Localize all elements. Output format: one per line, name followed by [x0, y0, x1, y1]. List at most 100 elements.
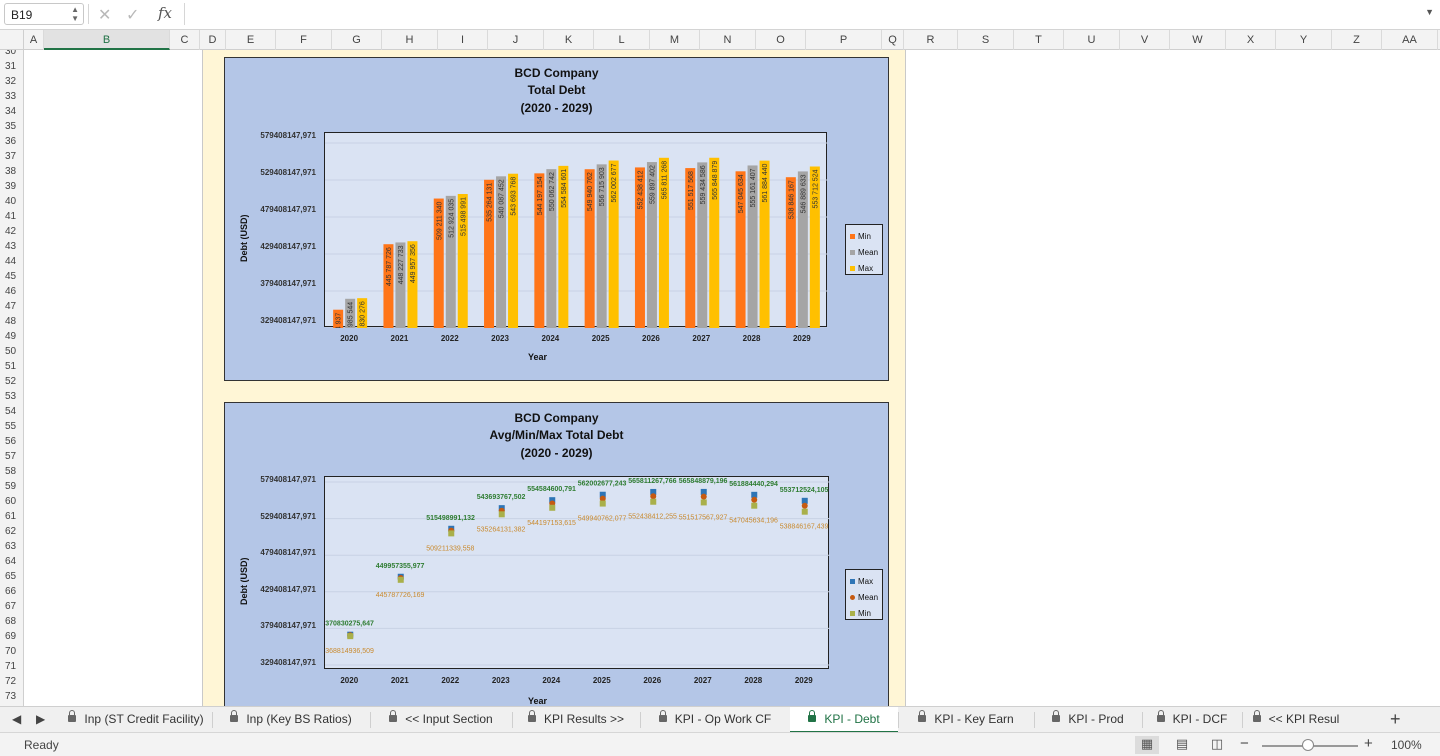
- column-header-v[interactable]: V: [1120, 30, 1170, 50]
- column-header-d[interactable]: D: [200, 30, 226, 50]
- bar-max[interactable]: [809, 166, 820, 328]
- marker-min[interactable]: [549, 504, 556, 511]
- marker-min[interactable]: [448, 530, 455, 537]
- sheet-tab-inp-key-bs-ratios[interactable]: Inp (Key BS Ratios): [212, 707, 370, 733]
- bar-min[interactable]: [333, 309, 344, 328]
- page-break-preview-icon[interactable]: ◫: [1210, 736, 1224, 751]
- row-header[interactable]: 59: [5, 481, 17, 492]
- row-header[interactable]: 56: [5, 436, 17, 447]
- bar-mean[interactable]: [496, 176, 507, 328]
- bar-mean[interactable]: [646, 162, 657, 328]
- column-header-x[interactable]: X: [1226, 30, 1276, 50]
- column-header-r[interactable]: R: [904, 30, 958, 50]
- bar-max[interactable]: [357, 298, 368, 328]
- worksheet-grid[interactable]: BCD Company Total Debt (2020 - 2029) Deb…: [24, 50, 1440, 706]
- marker-mean[interactable]: [801, 502, 808, 509]
- bar-min[interactable]: [685, 168, 696, 328]
- marker-max[interactable]: [549, 497, 556, 504]
- marker-min[interactable]: [397, 576, 404, 583]
- row-header[interactable]: 58: [5, 466, 17, 477]
- bar-max[interactable]: [658, 157, 669, 328]
- sheet-tab-inp-st-credit-facility[interactable]: Inp (ST Credit Facility): [60, 707, 212, 733]
- row-header[interactable]: 30: [5, 50, 17, 57]
- marker-max[interactable]: [700, 488, 707, 495]
- bar-min[interactable]: [634, 167, 645, 328]
- bar-mean[interactable]: [697, 162, 708, 328]
- bar-mean[interactable]: [546, 169, 557, 328]
- row-header[interactable]: 63: [5, 541, 17, 552]
- bar-max[interactable]: [558, 165, 569, 328]
- column-header-u[interactable]: U: [1064, 30, 1120, 50]
- row-header[interactable]: 71: [5, 661, 17, 672]
- row-header[interactable]: 47: [5, 301, 17, 312]
- column-header-aa[interactable]: AA: [1382, 30, 1438, 50]
- column-header-y[interactable]: Y: [1276, 30, 1332, 50]
- column-header-o[interactable]: O: [756, 30, 806, 50]
- marker-max[interactable]: [751, 491, 758, 498]
- zoom-out-icon[interactable]: −: [1240, 735, 1249, 752]
- row-header[interactable]: 36: [5, 136, 17, 147]
- sheet-tab-kpi-dcf[interactable]: KPI - DCF: [1142, 707, 1242, 733]
- column-header-h[interactable]: H: [382, 30, 438, 50]
- marker-min[interactable]: [650, 498, 657, 505]
- bar-min[interactable]: [383, 244, 394, 328]
- column-header-f[interactable]: F: [276, 30, 332, 50]
- row-header[interactable]: 53: [5, 391, 17, 402]
- row-header[interactable]: 66: [5, 586, 17, 597]
- column-header-i[interactable]: I: [438, 30, 488, 50]
- row-header[interactable]: 33: [5, 91, 17, 102]
- row-header[interactable]: 69: [5, 631, 17, 642]
- marker-min[interactable]: [347, 633, 354, 640]
- column-header-g[interactable]: G: [332, 30, 382, 50]
- column-header-b[interactable]: B: [44, 30, 170, 50]
- marker-min[interactable]: [751, 502, 758, 509]
- zoom-slider-thumb[interactable]: [1302, 739, 1314, 751]
- row-header[interactable]: 39: [5, 181, 17, 192]
- add-sheet-button[interactable]: +: [1390, 709, 1401, 729]
- row-header[interactable]: 60: [5, 496, 17, 507]
- insert-function-button[interactable]: fx: [158, 4, 173, 22]
- column-header-s[interactable]: S: [958, 30, 1014, 50]
- avg-min-max-debt-chart[interactable]: BCD Company Avg/Min/Max Total Debt (2020…: [224, 402, 889, 706]
- row-header[interactable]: 45: [5, 271, 17, 282]
- column-header-q[interactable]: Q: [882, 30, 904, 50]
- row-header[interactable]: 73: [5, 691, 17, 702]
- bar-mean[interactable]: [596, 164, 607, 328]
- sheet-tab-input-section[interactable]: << Input Section: [370, 707, 512, 733]
- row-header[interactable]: 31: [5, 61, 17, 72]
- sheet-tab-kpi-op-work-cf[interactable]: KPI - Op Work CF: [640, 707, 790, 733]
- bar-min[interactable]: [433, 198, 444, 328]
- marker-max[interactable]: [650, 488, 657, 495]
- column-header-w[interactable]: W: [1170, 30, 1226, 50]
- row-header[interactable]: 54: [5, 406, 17, 417]
- sheet-tab-kpi-debt[interactable]: KPI - Debt: [790, 707, 898, 733]
- row-header[interactable]: 37: [5, 151, 17, 162]
- row-header[interactable]: 68: [5, 616, 17, 627]
- row-header[interactable]: 43: [5, 241, 17, 252]
- column-header-k[interactable]: K: [544, 30, 594, 50]
- bar-max[interactable]: [608, 160, 619, 328]
- bar-max[interactable]: [759, 160, 770, 328]
- marker-mean[interactable]: [751, 496, 758, 503]
- zoom-in-icon[interactable]: +: [1364, 735, 1373, 752]
- select-all-corner[interactable]: [0, 30, 24, 50]
- column-header-m[interactable]: M: [650, 30, 700, 50]
- row-header[interactable]: 42: [5, 226, 17, 237]
- marker-min[interactable]: [599, 500, 606, 507]
- sheet-tab-kpi-key-earn[interactable]: KPI - Key Earn: [898, 707, 1034, 733]
- row-header[interactable]: 61: [5, 511, 17, 522]
- row-header[interactable]: 55: [5, 421, 17, 432]
- row-header[interactable]: 57: [5, 451, 17, 462]
- row-header[interactable]: 34: [5, 106, 17, 117]
- column-header-n[interactable]: N: [700, 30, 756, 50]
- row-header[interactable]: 48: [5, 316, 17, 327]
- name-box[interactable]: B19 ▲ ▼: [4, 3, 84, 25]
- marker-mean[interactable]: [700, 493, 707, 500]
- cancel-icon[interactable]: ✕: [98, 7, 112, 24]
- bar-mean[interactable]: [345, 298, 356, 328]
- bar-mean[interactable]: [395, 242, 406, 328]
- row-header[interactable]: 40: [5, 196, 17, 207]
- bar-mean[interactable]: [797, 171, 808, 328]
- row-header[interactable]: 62: [5, 526, 17, 537]
- total-debt-bar-chart[interactable]: BCD Company Total Debt (2020 - 2029) Deb…: [224, 57, 889, 381]
